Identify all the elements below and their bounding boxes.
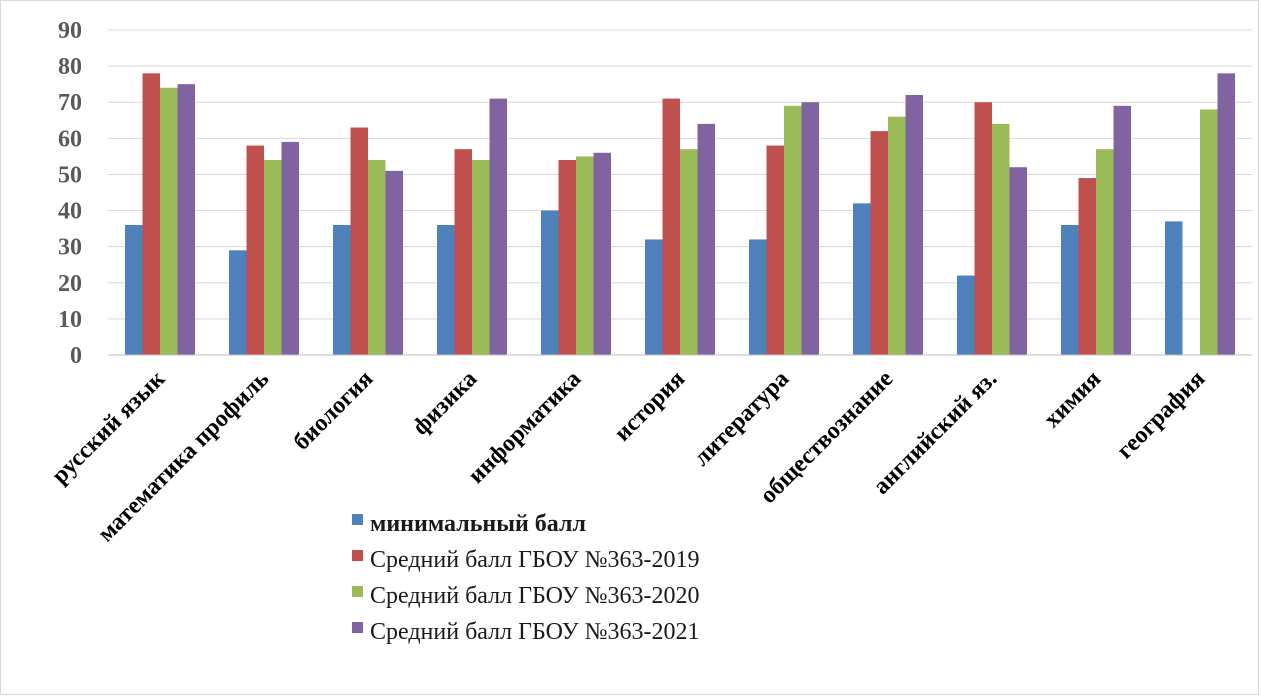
bar [905, 95, 923, 355]
x-tick-label: литература [689, 366, 795, 472]
legend: минимальный балл Средний балл ГБОУ №363-2… [352, 511, 699, 645]
legend-swatch [352, 550, 363, 561]
bar [1217, 73, 1235, 355]
bar [368, 160, 386, 355]
bar [1078, 178, 1096, 355]
bars [125, 73, 1235, 356]
y-tick-label: 80 [58, 54, 82, 80]
bar [1113, 105, 1131, 355]
bar [350, 127, 368, 355]
legend-label: Средний балл ГБОУ №363-2019 [370, 547, 699, 573]
bar [992, 123, 1010, 355]
bar [1165, 221, 1183, 355]
bar [472, 160, 490, 355]
bar [749, 239, 767, 355]
bar [662, 98, 680, 355]
bar [489, 98, 507, 355]
bar [454, 149, 472, 355]
y-tick-label: 0 [70, 343, 82, 369]
bar [160, 87, 178, 356]
x-tick-label: математика профиль [93, 366, 275, 548]
bar [645, 239, 663, 355]
legend-label: Средний балл ГБОУ №363-2021 [370, 619, 699, 645]
bar [680, 149, 698, 355]
bar [784, 105, 802, 355]
legend-swatch [352, 586, 363, 597]
y-tick-label: 40 [58, 199, 82, 225]
x-tick-label: география [1112, 366, 1210, 464]
bar [697, 123, 715, 355]
bar [1096, 149, 1114, 355]
bar [264, 160, 282, 355]
bar [229, 250, 247, 355]
bar [437, 225, 455, 355]
x-tick-label: физика [408, 366, 483, 441]
bar [385, 170, 403, 355]
bar [125, 225, 143, 355]
bar [142, 73, 160, 355]
y-tick-label: 30 [58, 235, 82, 261]
legend-swatch [352, 514, 363, 525]
bar [1061, 225, 1079, 355]
legend-swatch [352, 622, 363, 633]
bar [333, 225, 351, 355]
bar [1200, 109, 1218, 355]
x-tick-label: химия [1039, 366, 1106, 433]
bar [957, 275, 975, 355]
bar [974, 102, 992, 355]
bar [246, 145, 264, 355]
y-tick-label: 50 [58, 162, 82, 188]
y-tick-label: 70 [58, 90, 82, 116]
legend-label: минимальный балл [370, 511, 586, 537]
y-tick-label: 20 [58, 271, 82, 297]
bar [801, 102, 819, 355]
bar [853, 203, 871, 355]
bar [888, 116, 906, 356]
y-axis: 0 10 20 30 40 50 60 70 80 90 [58, 18, 82, 369]
bar [281, 141, 299, 355]
y-tick-label: 60 [58, 126, 82, 152]
y-tick-label: 10 [58, 307, 82, 333]
x-tick-label: история [610, 366, 691, 447]
legend-label: Средний балл ГБОУ №363-2020 [370, 583, 699, 609]
bar [541, 210, 559, 355]
bar [177, 84, 195, 356]
y-tick-label: 90 [58, 18, 82, 44]
bar [558, 160, 576, 355]
x-tick-label: биология [289, 366, 379, 456]
bar [593, 152, 611, 355]
bar [870, 131, 888, 355]
bar [766, 145, 784, 355]
bar [1009, 167, 1027, 355]
bar [576, 156, 594, 355]
